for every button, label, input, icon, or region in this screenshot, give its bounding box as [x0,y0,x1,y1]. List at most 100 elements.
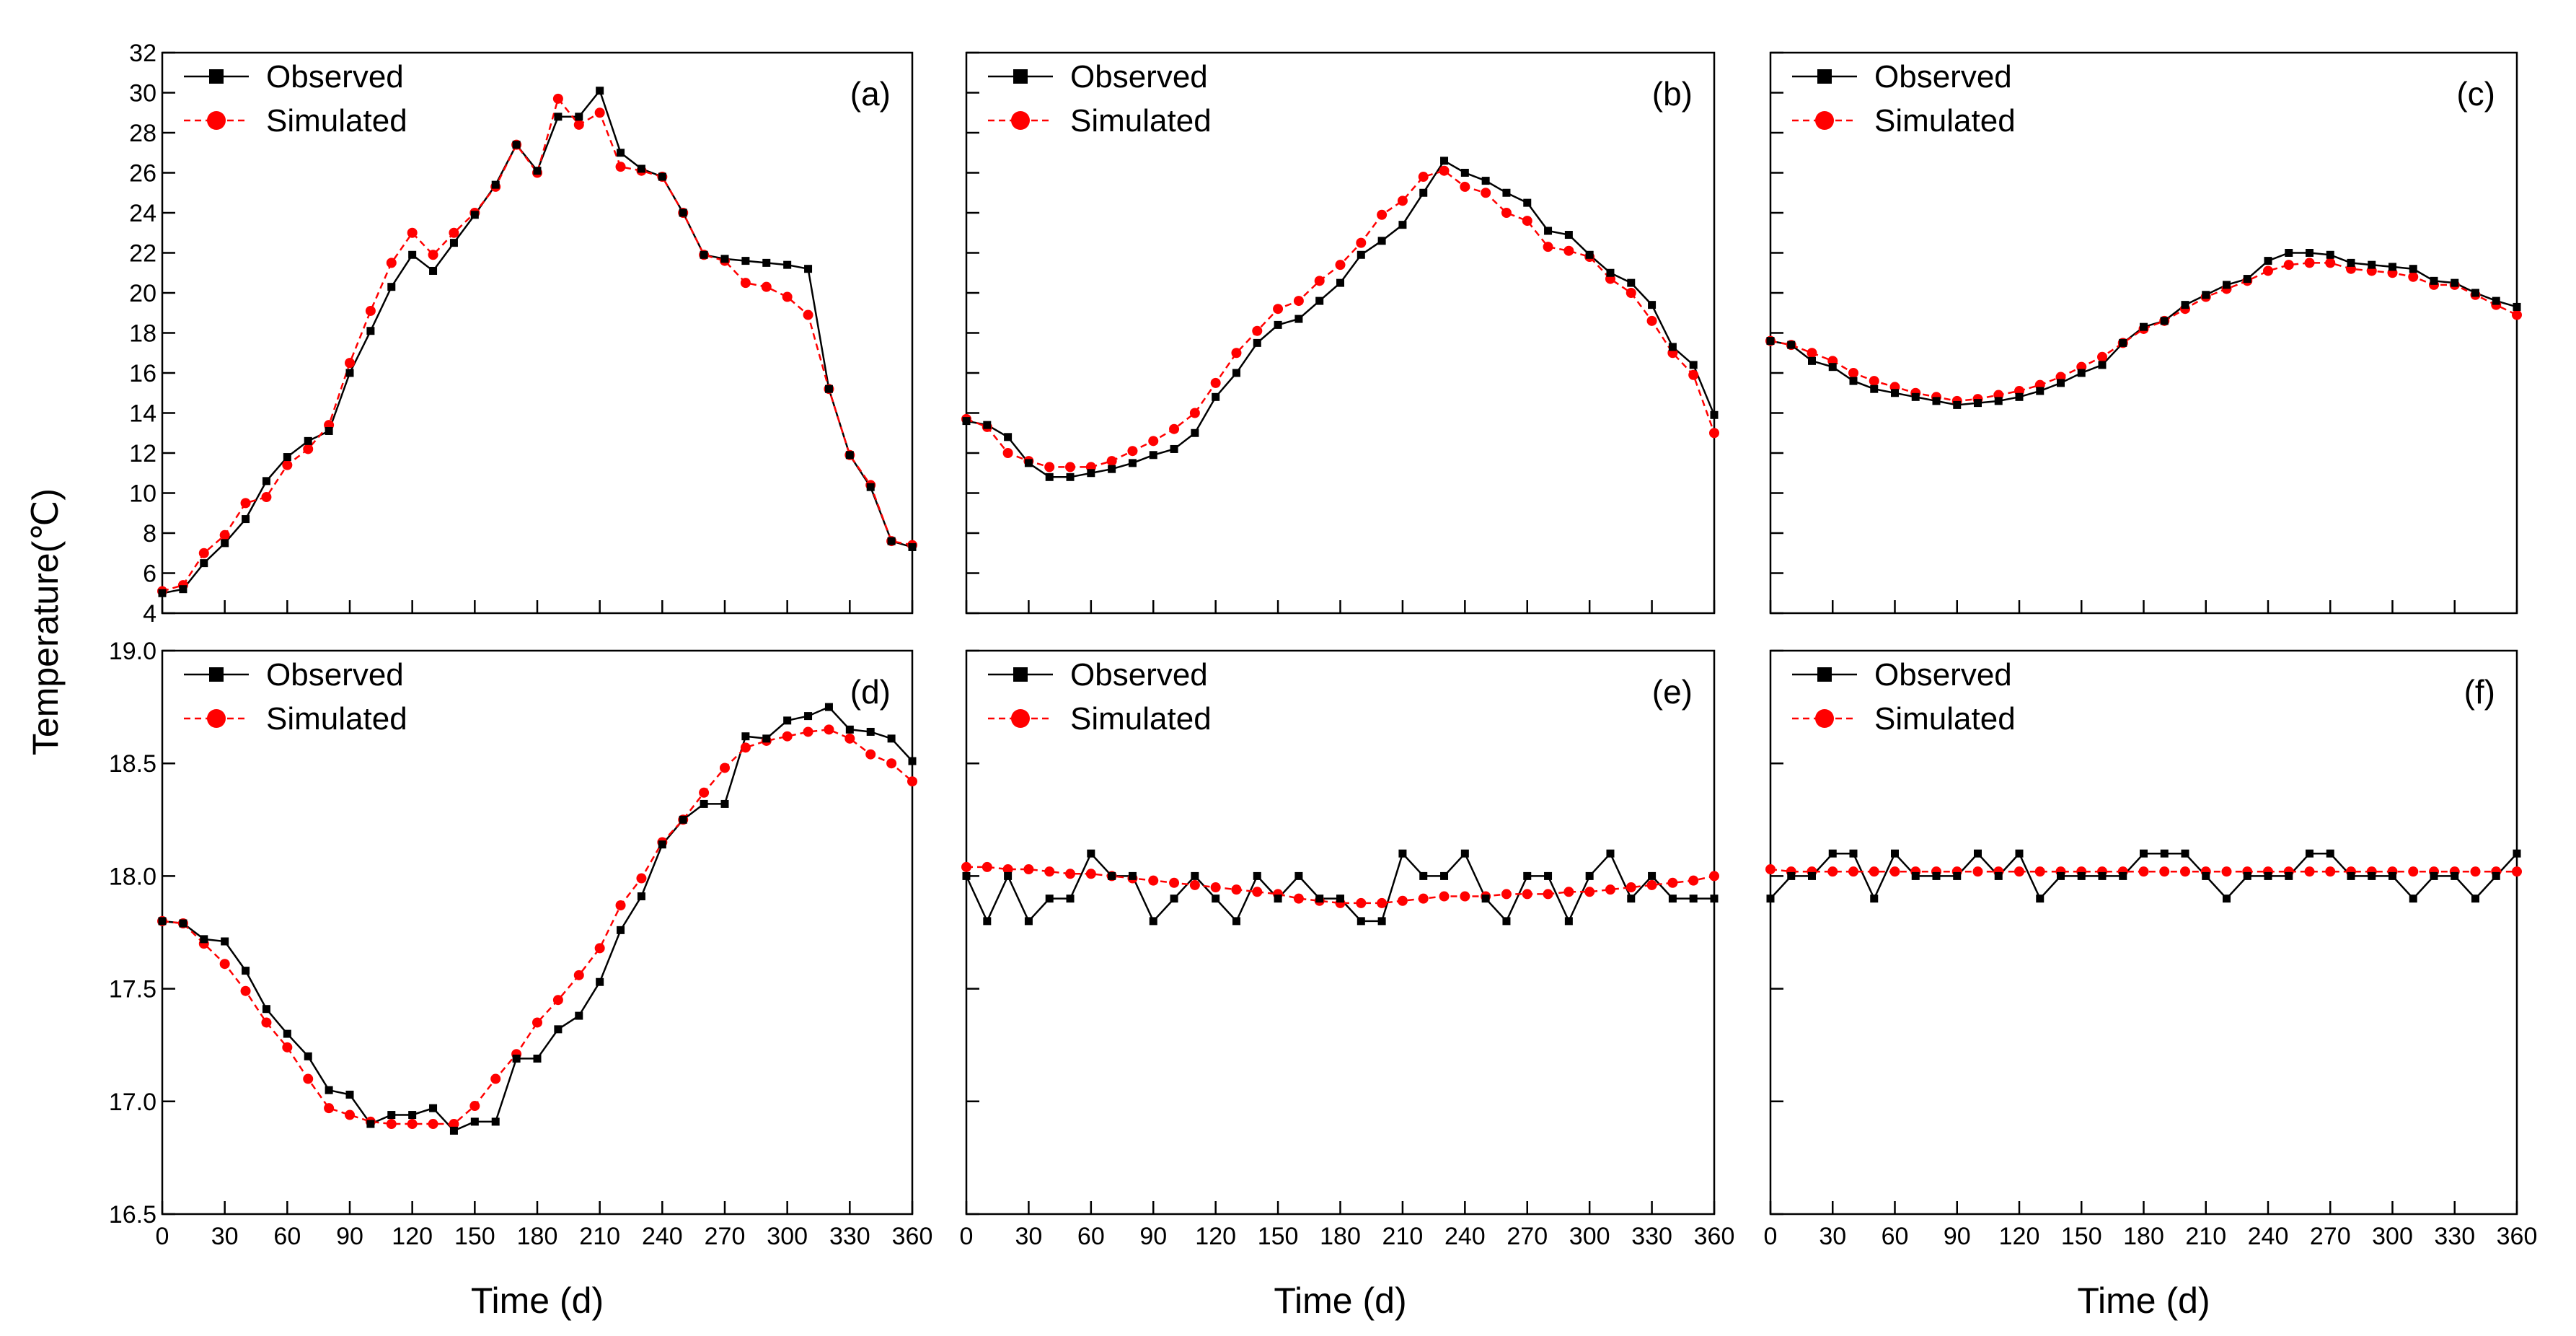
simulated-point [1522,889,1532,900]
simulated-point [740,278,751,289]
observed-point [2057,379,2065,387]
x-tick-label: 180 [517,1223,558,1250]
simulated-point [1646,879,1657,890]
observed-point [1087,469,1095,478]
y-tick-label: 28 [129,120,156,147]
simulated-line [162,729,913,1125]
observed-point [700,250,708,259]
simulated-point [2138,866,2149,877]
observed-point [1627,278,1636,287]
simulated-point [824,724,834,735]
observed-point [1045,473,1054,481]
observed-point [1419,188,1428,197]
simulated-point [1231,348,1242,359]
observed-point [1766,337,1775,346]
simulated-point [219,959,230,970]
y-tick-label: 18.0 [109,863,156,890]
x-tick-label: 360 [1694,1223,1735,1250]
x-tick-label: 240 [1444,1223,1486,1250]
x-tick-label: 300 [2372,1223,2413,1250]
observed-point [720,799,729,808]
observed-point [2513,302,2521,311]
observed-point [1232,369,1240,377]
observed-point [304,436,312,445]
x-tick-label: 330 [829,1223,870,1250]
observed-point [720,255,729,263]
legend-observed-marker [1013,69,1028,84]
simulated-point [594,107,605,118]
observed-point [262,477,270,485]
observed-point [1544,227,1553,235]
x-tick-label: 0 [1764,1223,1778,1250]
observed-point [449,1126,458,1135]
simulated-point [1667,877,1678,888]
x-tick-label: 180 [1320,1223,1361,1250]
observed-point [2160,849,2169,858]
simulated-point [2263,265,2273,276]
legend-simulated-label: Simulated [1070,701,1212,737]
observed-point [2471,895,2479,903]
simulated-point [469,1101,480,1112]
legend-observed-marker [1817,69,1832,84]
observed-point [1564,231,1573,239]
observed-point [908,757,917,765]
legend: Observed Simulated [988,657,1212,737]
y-tick-label: 4 [143,600,156,628]
simulated-point [1065,462,1076,473]
panel-label: (f) [2464,673,2495,711]
observed-point [866,483,875,491]
observed-point [1191,429,1199,437]
observed-point [783,260,792,269]
x-tick-label: 120 [392,1223,433,1250]
simulated-point [1356,237,1367,248]
observed-point [575,113,583,121]
observed-point [658,840,666,849]
x-tick-label: 210 [1382,1223,1424,1250]
observed-point [1648,301,1657,309]
simulated-point [1418,893,1429,904]
observed-point [1544,871,1553,880]
legend-observed-label: Observed [1874,59,2012,95]
observed-point [325,1086,333,1094]
simulated-point [449,1119,459,1130]
x-tick-label: 270 [705,1223,746,1250]
legend-simulated-marker [1815,111,1834,130]
observed-point [345,1090,354,1099]
observed-point [2243,275,2251,284]
observed-point [2306,849,2313,858]
simulated-point [1709,428,1719,439]
legend-simulated-label: Simulated [266,701,407,737]
simulated-point [1231,884,1242,895]
observed-point [1808,356,1816,365]
observed-point [345,369,354,377]
legend-simulated-label: Simulated [266,103,407,139]
simulated-point [2159,866,2170,877]
observed-point [2264,257,2272,265]
simulated-point [303,444,314,454]
observed-point [1808,871,1816,880]
simulated-point [803,726,813,737]
x-tick-label: 120 [1999,1223,2040,1250]
observed-point [1787,871,1796,880]
simulated-point [1065,869,1076,879]
simulated-point [1605,884,1615,895]
simulated-point [198,548,209,558]
observed-point [2181,301,2189,309]
observed-point [1668,895,1677,903]
x-tick-label: 330 [1631,1223,1672,1250]
y-axis-title: Temperature(℃) [25,488,66,755]
simulated-point [2512,309,2522,320]
simulated-point [1439,165,1450,176]
legend-observed-marker [1817,667,1832,682]
observed-point [512,1054,521,1063]
observed-point [824,703,833,711]
observed-point [1481,177,1490,185]
y-tick-label: 18.5 [109,750,156,778]
x-tick-label: 30 [1015,1223,1043,1250]
observed-point [845,725,854,734]
legend: Observed Simulated [184,59,407,139]
observed-point [1253,871,1261,880]
simulated-point [428,1119,438,1130]
simulated-point [1148,436,1159,447]
observed-point [741,732,750,741]
